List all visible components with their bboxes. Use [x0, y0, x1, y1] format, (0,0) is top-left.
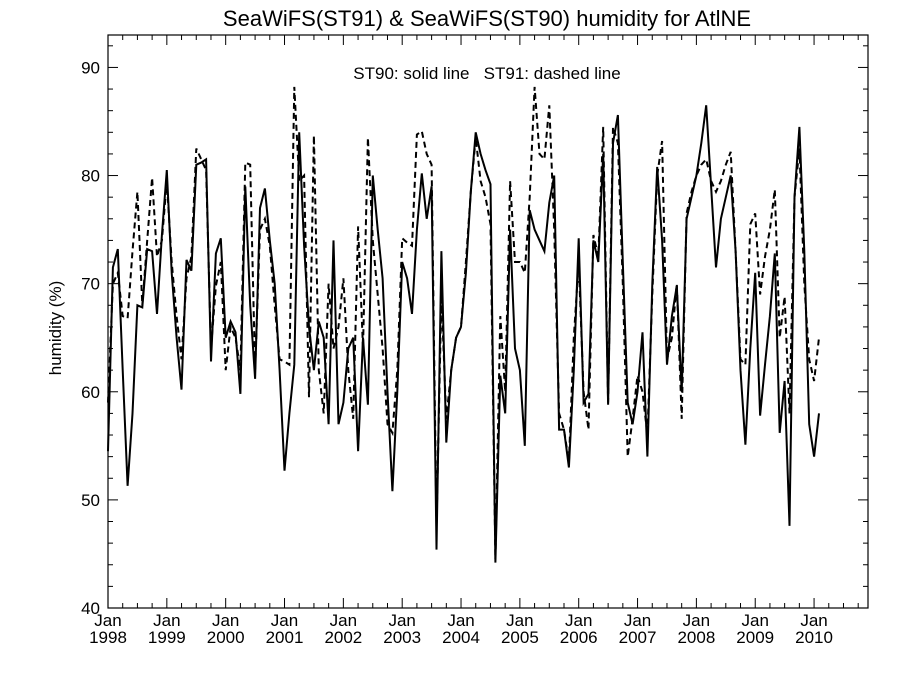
x-tick-month: Jan: [742, 611, 769, 630]
y-tick-label: 60: [81, 383, 100, 402]
x-tick-year: 2000: [207, 628, 245, 647]
x-tick-month: Jan: [800, 611, 827, 630]
x-tick-month: Jan: [506, 611, 533, 630]
x-tick-month: Jan: [447, 611, 474, 630]
x-tick-year: 2006: [560, 628, 598, 647]
plot-frame: [107, 34, 869, 609]
x-tick-year: 2005: [501, 628, 539, 647]
chart-title: SeaWiFS(ST91) & SeaWiFS(ST90) humidity f…: [223, 6, 751, 31]
x-tick-month: Jan: [94, 611, 121, 630]
x-tick-month: Jan: [624, 611, 651, 630]
x-tick-year: 2004: [442, 628, 480, 647]
x-tick-year: 2008: [677, 628, 715, 647]
x-tick-month: Jan: [212, 611, 239, 630]
x-tick-month: Jan: [271, 611, 298, 630]
legend-annotation: ST90: solid line ST91: dashed line: [353, 64, 620, 83]
y-axis: 40 50 60 70 80 90: [81, 45, 868, 618]
x-tick-month: Jan: [683, 611, 710, 630]
y-tick-label: 90: [81, 58, 100, 77]
y-tick-label: 40: [81, 599, 100, 618]
x-tick-year: 2010: [795, 628, 833, 647]
x-tick-year: 1999: [148, 628, 186, 647]
x-tick-year: 2003: [383, 628, 421, 647]
y-tick-label: 50: [81, 491, 100, 510]
x-tick-year: 2001: [266, 628, 304, 647]
y-tick-label: 80: [81, 167, 100, 186]
x-tick-month: Jan: [153, 611, 180, 630]
series-line-st90: [107, 105, 820, 563]
x-tick-year: 2009: [736, 628, 774, 647]
series-layer: [107, 86, 820, 563]
x-tick-month: Jan: [330, 611, 357, 630]
series-line-st91: [107, 86, 820, 560]
y-tick-label: 70: [81, 275, 100, 294]
x-tick-year: 2002: [324, 628, 362, 647]
x-axis: Jan1998Jan1999Jan2000Jan2001Jan2002Jan20…: [89, 35, 859, 647]
x-tick-year: 2007: [619, 628, 657, 647]
x-tick-month: Jan: [388, 611, 415, 630]
x-tick-month: Jan: [565, 611, 592, 630]
x-tick-year: 1998: [89, 628, 127, 647]
y-axis-title: humidity (%): [46, 281, 65, 375]
